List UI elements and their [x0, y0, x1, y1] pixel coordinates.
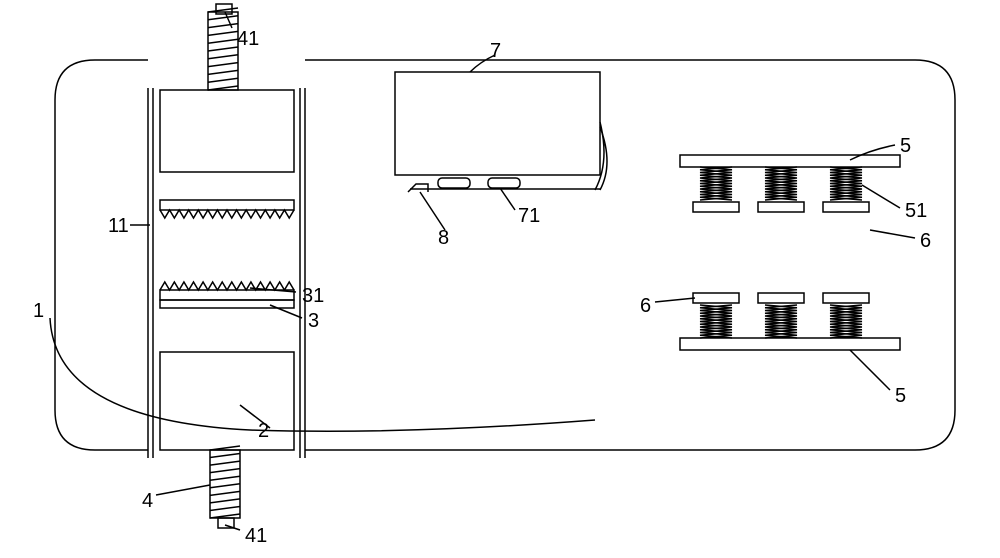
- label-2: 2: [258, 420, 269, 443]
- label-3: 3: [308, 310, 319, 333]
- label-8: 8: [438, 227, 449, 250]
- label-1: 1: [33, 300, 44, 323]
- label-6a: 6: [920, 230, 931, 253]
- label-71: 71: [518, 205, 540, 228]
- label-11: 11: [108, 215, 129, 238]
- label-31: 31: [302, 285, 324, 308]
- label-6b: 6: [640, 295, 651, 318]
- label-41a: 41: [237, 28, 259, 51]
- label-51: 51: [905, 200, 927, 223]
- label-7: 7: [490, 40, 501, 63]
- technical-diagram: [0, 0, 1000, 558]
- label-4: 4: [142, 490, 153, 513]
- label-5b: 5: [895, 385, 906, 408]
- label-5a: 5: [900, 135, 911, 158]
- label-41b: 41: [245, 525, 267, 548]
